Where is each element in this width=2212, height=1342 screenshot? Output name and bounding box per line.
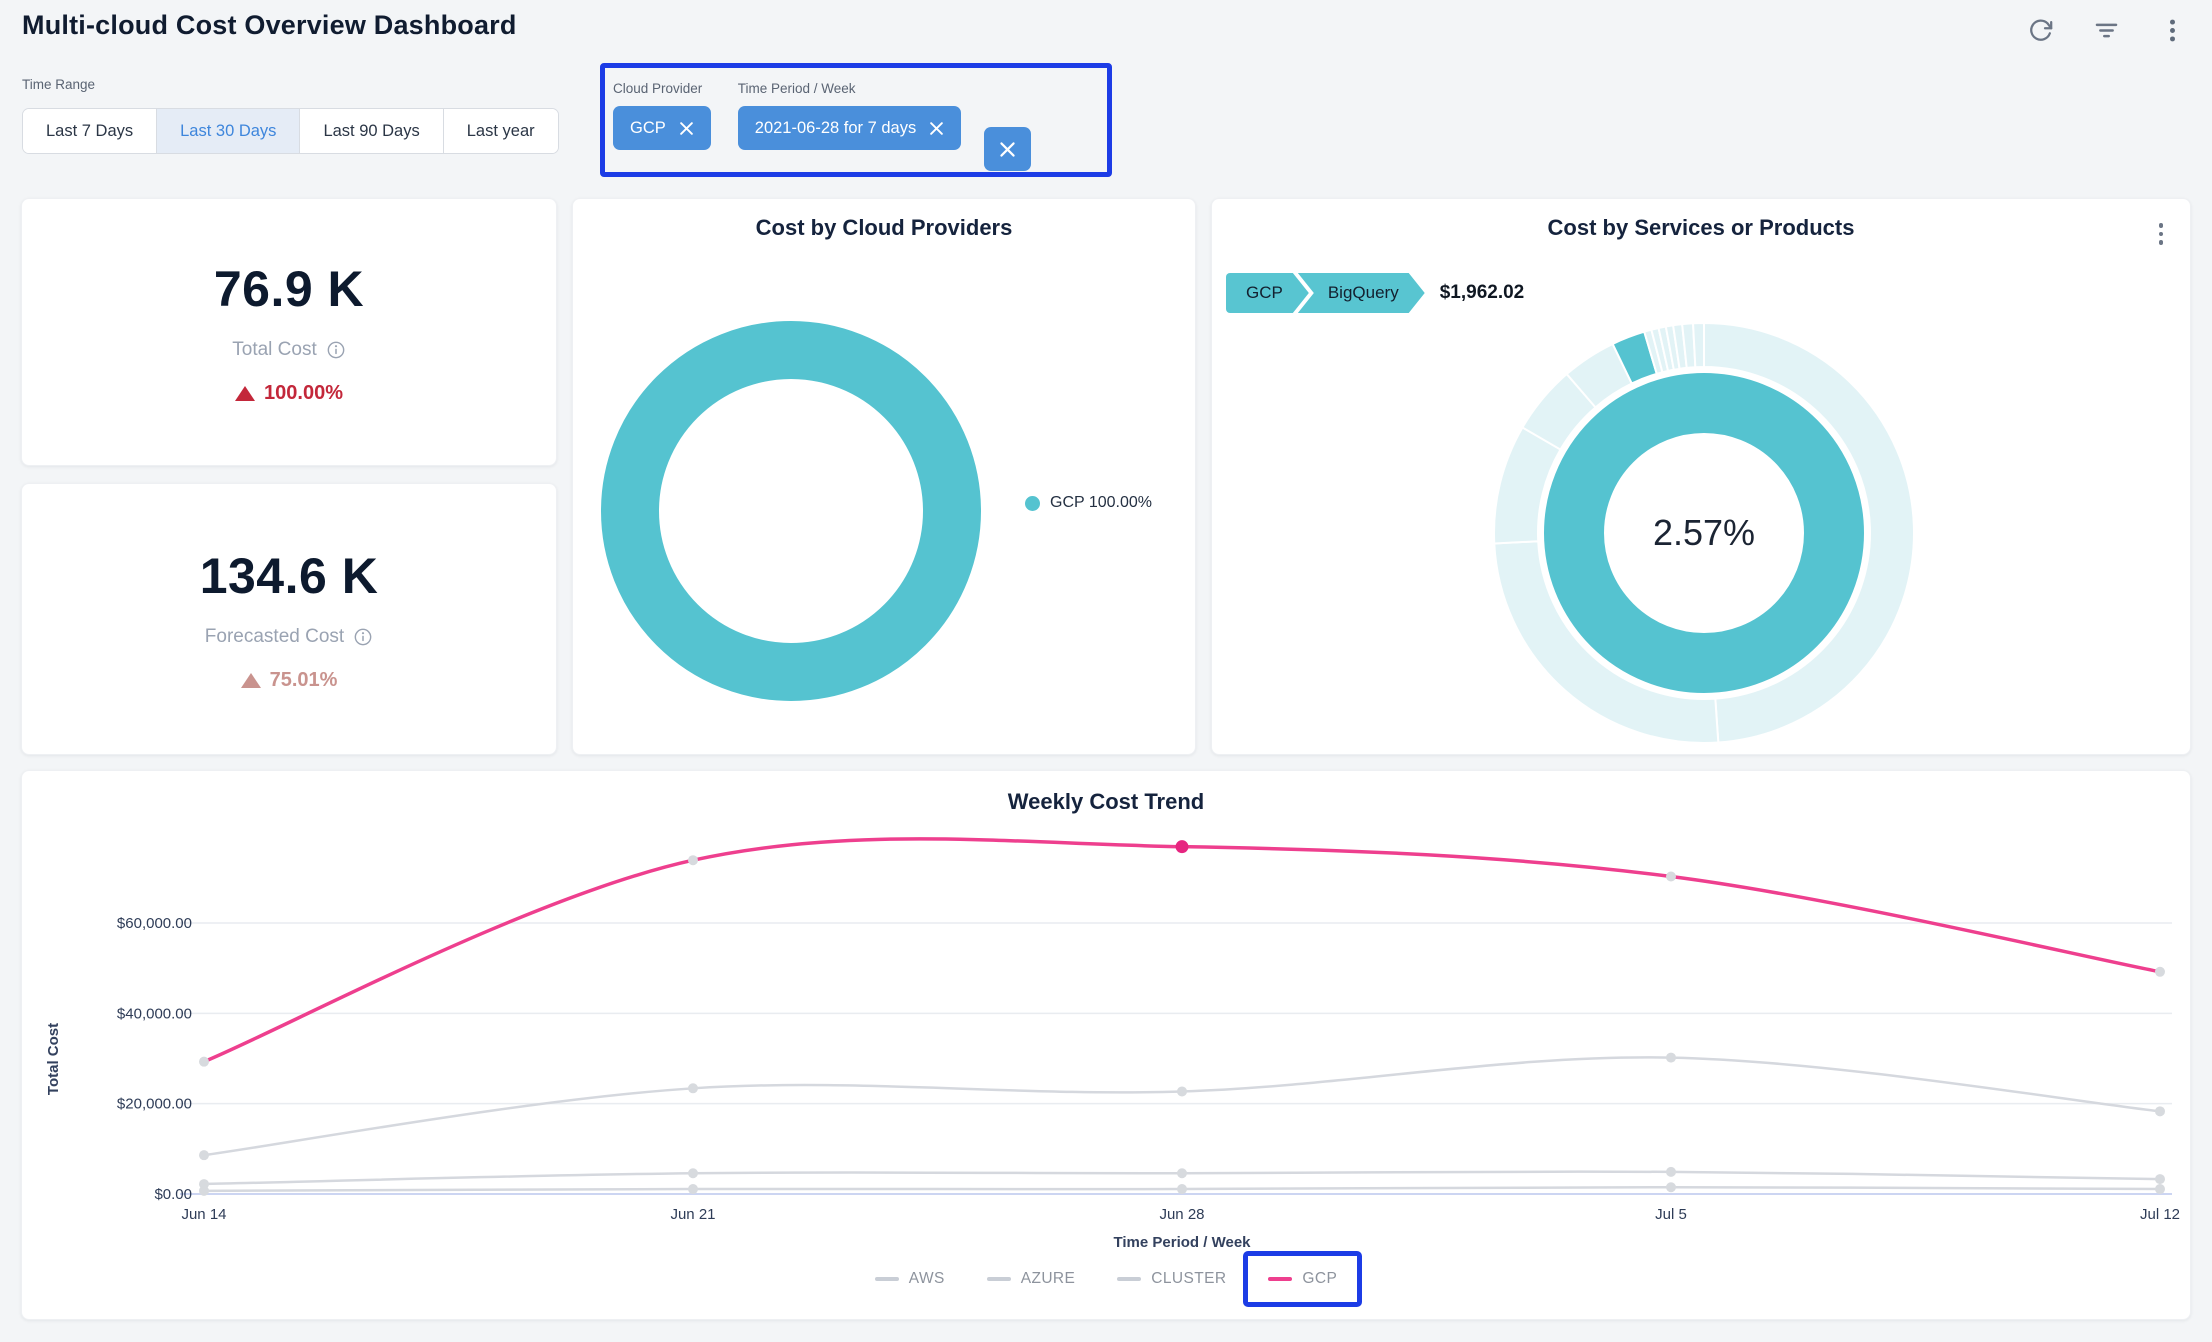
cloud-provider-filter-group: Cloud Provider GCP bbox=[613, 81, 711, 150]
time-range-option-last-90-days[interactable]: Last 90 Days bbox=[299, 109, 443, 153]
cloud-provider-filter-chip[interactable]: GCP bbox=[613, 106, 711, 150]
total-cost-delta: 100.00% bbox=[235, 382, 343, 405]
services-chart-title: Cost by Services or Products bbox=[1547, 215, 1855, 240]
legend-item-cluster[interactable]: CLUSTER bbox=[1117, 1270, 1226, 1288]
legend-item-aws[interactable]: AWS bbox=[874, 1270, 945, 1288]
cost-by-cloud-providers-card: Cost by Cloud Providers GCP 100.00% bbox=[572, 198, 1196, 755]
filter-icon[interactable] bbox=[2092, 16, 2120, 44]
svg-text:$0.00: $0.00 bbox=[154, 1186, 192, 1203]
forecasted-cost-delta: 75.01% bbox=[240, 668, 338, 692]
azure-legend-dash-icon bbox=[986, 1277, 1011, 1281]
time-range-segmented-control: Last 7 Days Last 30 Days Last 90 Days La… bbox=[22, 108, 559, 154]
forecasted-cost-label-row: Forecasted Cost bbox=[205, 626, 373, 648]
total-cost-label-row: Total Cost bbox=[232, 339, 345, 361]
legend-item-gcp[interactable]: GCP bbox=[1243, 1251, 1363, 1307]
gcp-legend-dash-icon bbox=[1268, 1277, 1293, 1281]
trend-legend: AWS AZURE CLUSTER GCP bbox=[22, 1251, 2190, 1307]
clear-all-filters-button[interactable] bbox=[984, 127, 1032, 171]
gcp-legend-label: GCP bbox=[1302, 1270, 1338, 1287]
gcp-legend-label: GCP 100.00% bbox=[1050, 494, 1152, 511]
trend-chart-title: Weekly Cost Trend bbox=[1007, 789, 1205, 814]
services-card-menu-icon[interactable] bbox=[2150, 221, 2172, 247]
time-range-option-last-30-days[interactable]: Last 30 Days bbox=[156, 109, 300, 153]
annotation-box-filters: Cloud Provider GCP Time Period / Week 20… bbox=[600, 63, 1112, 177]
providers-legend-item-gcp[interactable]: GCP 100.00% bbox=[1025, 494, 1152, 512]
cloud-provider-filter-value: GCP bbox=[630, 118, 666, 137]
time-range-option-last-7-days[interactable]: Last 7 Days bbox=[23, 109, 157, 153]
aws-legend-dash-icon bbox=[874, 1277, 899, 1281]
svg-text:Jul 12: Jul 12 bbox=[2140, 1206, 2180, 1223]
forecasted-cost-kpi-card: 134.6 K Forecasted Cost 75.01% bbox=[21, 483, 557, 755]
refresh-icon[interactable] bbox=[2026, 16, 2054, 44]
azure-legend-label: AZURE bbox=[1020, 1270, 1076, 1287]
time-period-filter-chip[interactable]: 2021-06-28 for 7 days bbox=[737, 106, 962, 150]
svg-text:Time Period / Week: Time Period / Week bbox=[1114, 1234, 1252, 1251]
time-period-filter-group: Time Period / Week 2021-06-28 for 7 days bbox=[737, 81, 962, 150]
total-cost-kpi-card: 76.9 K Total Cost 100.00% bbox=[21, 198, 557, 466]
page-title: Multi-cloud Cost Overview Dashboard bbox=[22, 10, 517, 40]
remove-cloud-provider-filter-icon[interactable] bbox=[679, 121, 694, 136]
breadcrumb-gcp-chip[interactable]: GCP bbox=[1226, 273, 1309, 313]
svg-text:Jun 21: Jun 21 bbox=[670, 1206, 715, 1223]
forecasted-cost-label: Forecasted Cost bbox=[204, 625, 345, 647]
svg-text:$60,000.00: $60,000.00 bbox=[117, 915, 192, 932]
remove-time-period-filter-icon[interactable] bbox=[929, 121, 944, 136]
cloud-provider-filter-label: Cloud Provider bbox=[613, 81, 703, 96]
services-breadcrumb: GCP BigQuery $1,962.02 bbox=[1226, 273, 1524, 313]
forecasted-cost-value: 134.6 K bbox=[199, 547, 379, 604]
breadcrumb-value: $1,962.02 bbox=[1439, 282, 1525, 303]
svg-text:Jul 5: Jul 5 bbox=[1655, 1206, 1687, 1223]
forecasted-cost-delta-value: 75.01% bbox=[269, 668, 338, 691]
info-icon[interactable] bbox=[326, 340, 346, 360]
providers-chart-title: Cost by Cloud Providers bbox=[755, 215, 1013, 240]
delta-up-icon bbox=[240, 672, 261, 688]
providers-donut-chart[interactable] bbox=[573, 241, 1197, 761]
info-icon[interactable] bbox=[353, 627, 373, 647]
aws-legend-label: AWS bbox=[908, 1270, 945, 1287]
cost-by-services-card: Cost by Services or Products GCP BigQuer… bbox=[1211, 198, 2191, 755]
time-range-label: Time Range bbox=[22, 77, 96, 92]
total-cost-delta-value: 100.00% bbox=[264, 381, 343, 404]
weekly-cost-trend-chart[interactable]: $0.00 $20,000.00 $40,000.00 $60,000.00 Jun 1… bbox=[22, 771, 2192, 1266]
svg-text:Jun 14: Jun 14 bbox=[181, 1206, 226, 1223]
svg-text:$20,000.00: $20,000.00 bbox=[117, 1096, 192, 1113]
time-range-option-last-year[interactable]: Last year bbox=[442, 109, 558, 153]
cluster-legend-label: CLUSTER bbox=[1151, 1270, 1227, 1287]
breadcrumb-bigquery-chip[interactable]: BigQuery bbox=[1298, 273, 1425, 313]
weekly-cost-trend-card: Weekly Cost Trend $0.00 $20,000.00 $40,000… bbox=[21, 770, 2191, 1320]
total-cost-label: Total Cost bbox=[232, 338, 317, 360]
services-sunburst-chart[interactable] bbox=[1212, 199, 2192, 756]
delta-up-icon bbox=[235, 385, 256, 401]
time-period-filter-value: 2021-06-28 for 7 days bbox=[754, 118, 917, 137]
clear-all-filters-icon bbox=[999, 141, 1016, 158]
cluster-legend-dash-icon bbox=[1117, 1277, 1142, 1281]
gcp-legend-dot-icon bbox=[1025, 495, 1040, 511]
sunburst-center-label: 2.57% bbox=[1652, 512, 1756, 553]
legend-item-azure[interactable]: AZURE bbox=[986, 1270, 1076, 1288]
svg-text:Total Cost: Total Cost bbox=[45, 1023, 62, 1095]
time-period-filter-label: Time Period / Week bbox=[737, 81, 856, 96]
kebab-menu-icon[interactable] bbox=[2158, 16, 2186, 44]
total-cost-value: 76.9 K bbox=[213, 260, 365, 317]
header-toolbar bbox=[2026, 16, 2186, 44]
time-range-block: Time Range Last 7 Days Last 30 Days Last… bbox=[22, 77, 559, 154]
svg-text:$40,000.00: $40,000.00 bbox=[117, 1005, 192, 1022]
svg-text:Jun 28: Jun 28 bbox=[1159, 1206, 1204, 1223]
